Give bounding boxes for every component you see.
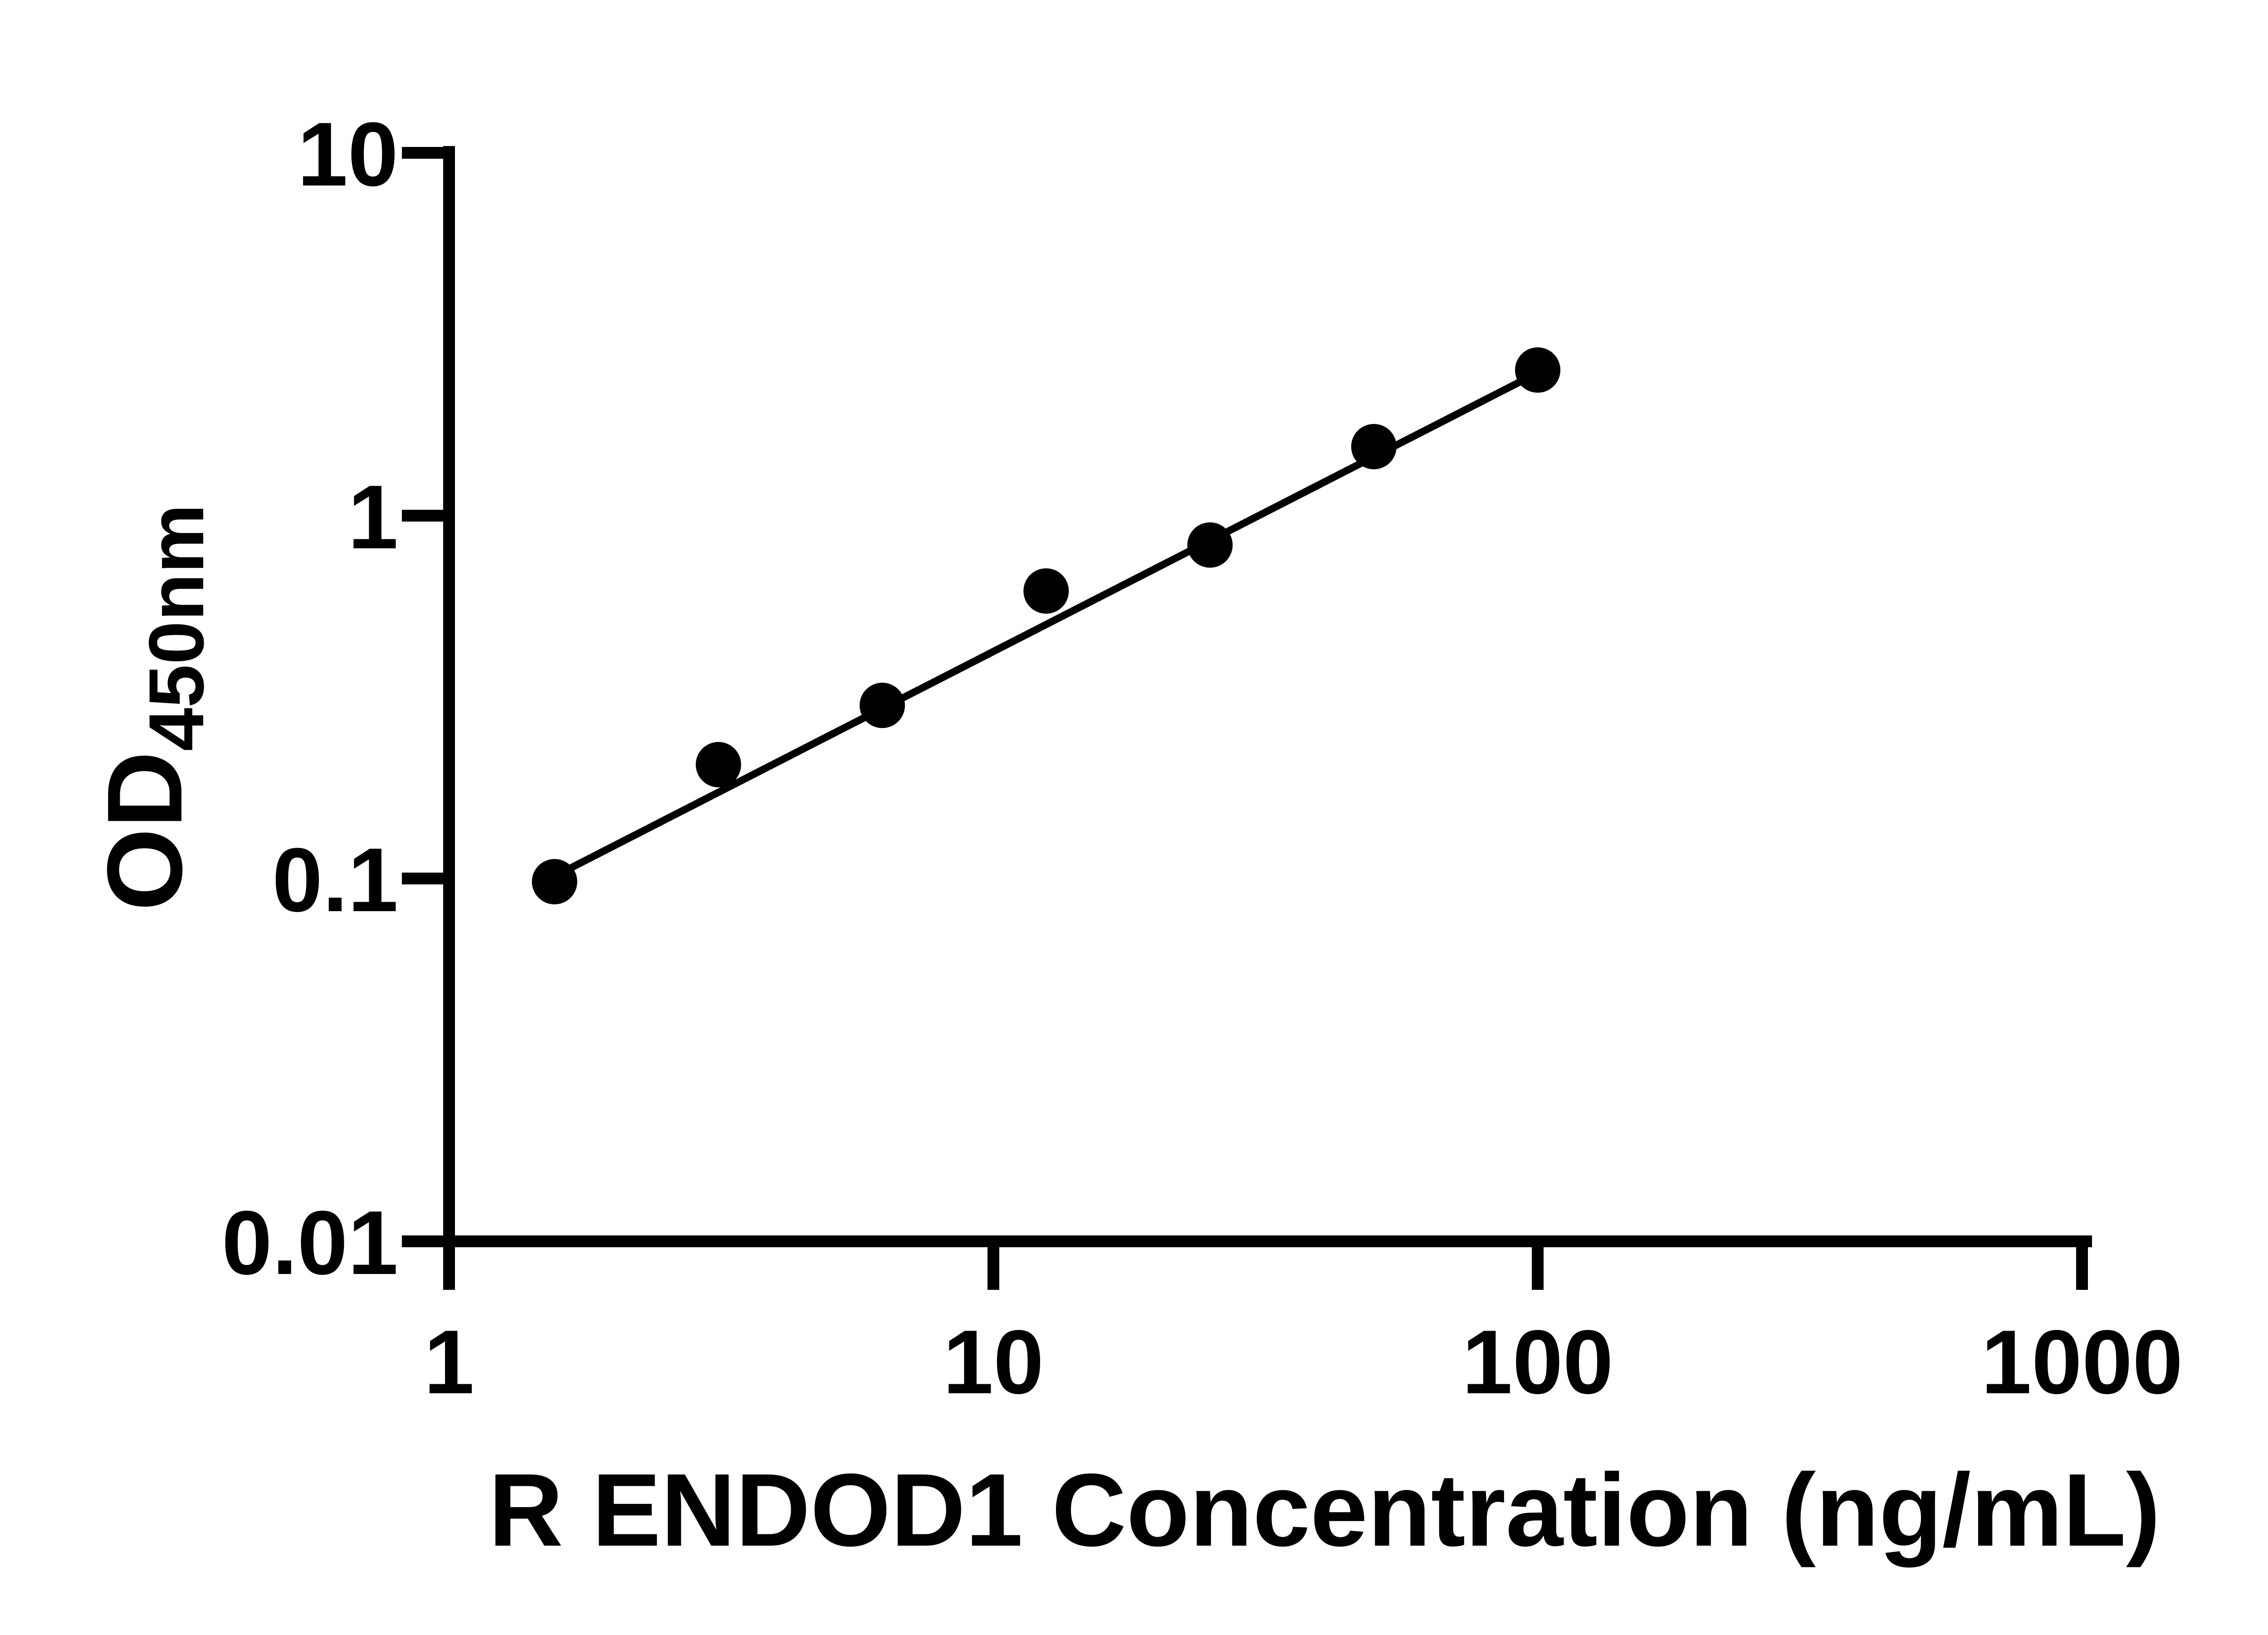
y-axis-title: OD450nm: [85, 504, 220, 911]
y-tick-label-1: 1: [348, 467, 398, 568]
x-tick-label-100: 100: [1462, 1312, 1613, 1413]
x-tick-label-10: 10: [943, 1312, 1044, 1413]
data-point-1: [532, 859, 577, 905]
x-axis-tick-labels: 1 10 100 1000: [424, 1312, 2183, 1413]
x-axis-ticks: [443, 1241, 2088, 1290]
y-tick-label-0.01: 0.01: [222, 1192, 398, 1293]
y-axis-ticks: [402, 147, 449, 1247]
data-point-5: [1187, 522, 1233, 568]
y-tick-label-10: 10: [298, 104, 398, 205]
y-tick-label-0.1: 0.1: [272, 830, 398, 931]
y-axis-title-subscript: 450nm: [133, 504, 220, 751]
x-axis-title: R ENDOD1 Concentration (ng/mL): [489, 1453, 2160, 1568]
x-tick-label-1000: 1000: [1981, 1312, 2183, 1413]
y-axis-title-main: OD: [85, 751, 204, 911]
x-tick-label-1: 1: [424, 1312, 474, 1413]
data-point-3: [860, 683, 905, 728]
data-point-2: [695, 742, 741, 787]
data-points: [532, 347, 1560, 905]
y-axis-tick-labels: 10 1 0.1 0.01: [222, 104, 398, 1293]
data-point-7: [1515, 347, 1560, 393]
data-point-4: [1023, 568, 1069, 614]
data-point-6: [1351, 424, 1397, 469]
